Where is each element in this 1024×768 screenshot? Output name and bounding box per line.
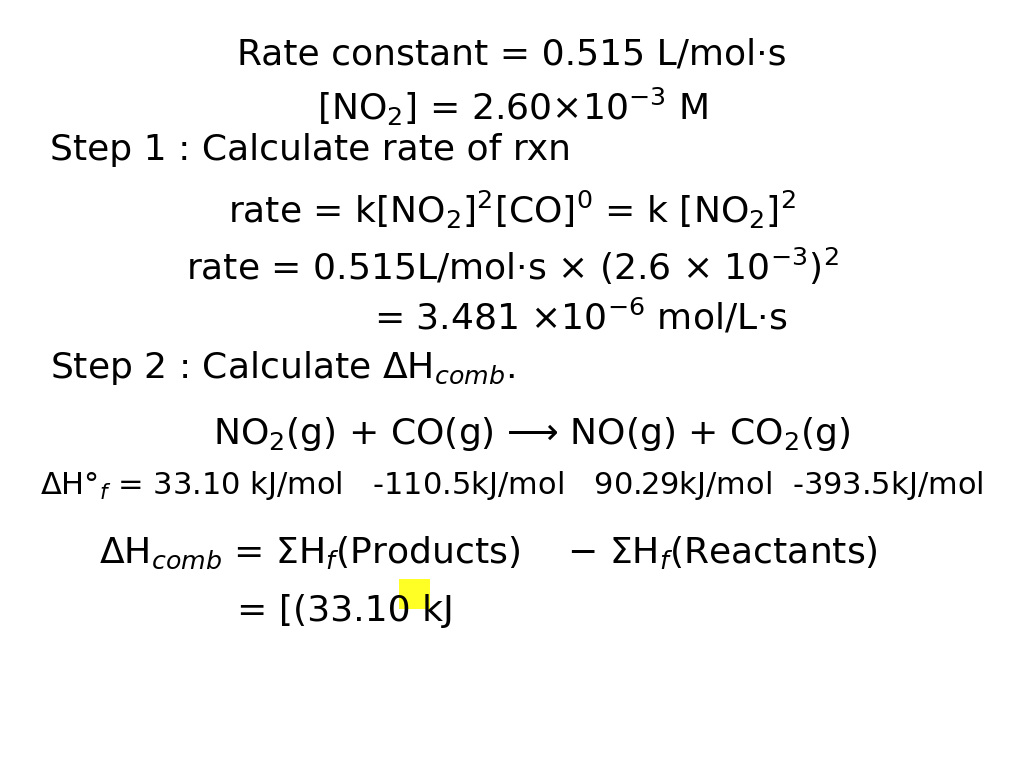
Text: = 3.481 ×10$^{-6}$ mol/L·s: = 3.481 ×10$^{-6}$ mol/L·s — [374, 297, 787, 336]
Text: [NO$_2$] = 2.60×10$^{-3}$ M: [NO$_2$] = 2.60×10$^{-3}$ M — [316, 85, 708, 127]
Text: Rate constant = 0.515 L/mol·s: Rate constant = 0.515 L/mol·s — [238, 38, 786, 71]
Text: Step 1 : Calculate rate of rxn: Step 1 : Calculate rate of rxn — [50, 134, 571, 167]
Text: ΔH$_{comb}$ = ΣH$_f$(Products)    − ΣH$_f$(Reactants): ΔH$_{comb}$ = ΣH$_f$(Products) − ΣH$_f$(… — [99, 535, 878, 571]
Text: ΔH°$_f$ = 33.10 kJ/mol   -110.5kJ/mol   90.29kJ/mol  -393.5kJ/mol: ΔH°$_f$ = 33.10 kJ/mol -110.5kJ/mol 90.2… — [40, 468, 983, 502]
Text: rate = 0.515L/mol·s × (2.6 × 10$^{-3}$)$^2$: rate = 0.515L/mol·s × (2.6 × 10$^{-3}$)$… — [185, 246, 839, 286]
Text: = [(33.10 kJ: = [(33.10 kJ — [237, 594, 454, 628]
Text: NO$_2$(g) + CO(g) ⟶ NO(g) + CO$_2$(g): NO$_2$(g) + CO(g) ⟶ NO(g) + CO$_2$(g) — [213, 415, 851, 453]
Text: rate = k[NO$_2$]$^2$[CO]$^0$ = k [NO$_2$]$^2$: rate = k[NO$_2$]$^2$[CO]$^0$ = k [NO$_2$… — [228, 189, 796, 231]
Text: Step 2 : Calculate ΔH$_{comb}$.: Step 2 : Calculate ΔH$_{comb}$. — [50, 349, 515, 386]
FancyBboxPatch shape — [399, 579, 430, 609]
